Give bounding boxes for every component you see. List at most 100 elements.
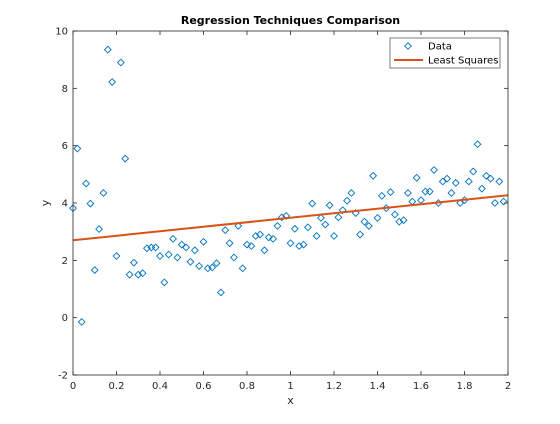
data-point	[486, 174, 495, 183]
data-point	[469, 167, 478, 176]
data-point	[373, 213, 382, 222]
data-point	[203, 264, 212, 273]
data-point	[73, 144, 82, 153]
data-point	[325, 201, 334, 210]
data-point	[125, 270, 134, 279]
axes-box	[72, 30, 509, 376]
data-point	[169, 234, 177, 243]
data-point	[377, 191, 386, 200]
data-point	[186, 257, 195, 266]
data-point	[295, 242, 304, 250]
data-point	[225, 239, 234, 248]
data-point	[243, 240, 251, 249]
data-point	[234, 221, 243, 230]
data-point	[395, 217, 404, 226]
data-series	[69, 45, 508, 326]
data-point	[451, 178, 460, 187]
data-point	[199, 237, 208, 246]
data-point	[151, 243, 160, 252]
least-squares-line	[72, 194, 509, 242]
data-point	[195, 262, 204, 271]
data-point	[230, 253, 238, 262]
data-point	[99, 189, 108, 197]
data-point	[247, 242, 256, 250]
y-tick-label: 6	[62, 141, 68, 152]
data-point	[177, 240, 186, 249]
legend-entry-data: Data	[428, 42, 452, 53]
data-point	[82, 179, 90, 188]
y-tick-label: 0	[62, 313, 68, 324]
data-point	[156, 252, 164, 260]
data-point	[303, 223, 312, 232]
data-point	[286, 239, 295, 248]
data-point	[312, 232, 321, 240]
data-point	[116, 58, 125, 67]
data-point	[138, 269, 147, 278]
least-squares-series	[72, 194, 509, 242]
data-point	[95, 225, 104, 234]
data-point	[208, 263, 217, 272]
data-point	[221, 226, 230, 235]
data-point	[160, 278, 169, 287]
data-point	[404, 189, 412, 197]
data-point	[321, 220, 330, 229]
x-axis-label: x	[287, 394, 294, 407]
data-point	[338, 206, 347, 215]
data-point	[299, 240, 308, 249]
y-ticks: -2 0 2 4 6 8 10	[55, 27, 508, 382]
data-point	[173, 253, 182, 262]
data-point	[290, 224, 299, 233]
data-point	[112, 252, 121, 260]
data-point	[264, 233, 273, 242]
data-point	[90, 266, 99, 275]
x-tick-label: 0.4	[152, 381, 168, 392]
data-point	[447, 189, 456, 197]
x-tick-label: 0	[70, 381, 76, 392]
x-tick-label: 1.2	[326, 381, 342, 392]
data-point	[473, 140, 482, 149]
data-point	[277, 213, 286, 222]
data-point	[182, 243, 191, 252]
data-point	[360, 217, 369, 226]
y-tick-label: 4	[62, 199, 68, 210]
data-point	[343, 196, 351, 205]
data-point	[495, 177, 504, 186]
y-tick-label: 8	[62, 84, 68, 95]
data-point	[464, 177, 473, 186]
x-tick-label: 1.6	[413, 381, 429, 392]
x-tick-label: 1.8	[457, 381, 473, 392]
data-point	[121, 154, 130, 163]
data-point	[443, 174, 452, 183]
data-point	[317, 213, 325, 222]
data-point	[103, 45, 112, 54]
data-point	[482, 171, 491, 180]
data-point	[364, 221, 373, 230]
y-tick-label: 2	[62, 256, 68, 267]
data-point	[164, 250, 173, 259]
data-point	[412, 173, 421, 182]
data-point	[334, 213, 343, 222]
data-point	[134, 270, 143, 279]
data-point	[86, 199, 95, 208]
data-point	[216, 288, 225, 297]
data-point	[251, 232, 260, 240]
legend-marker-data	[404, 42, 412, 50]
x-tick-label: 1	[287, 381, 293, 392]
legend: Data Least Squares	[389, 37, 501, 69]
data-point	[430, 166, 438, 174]
data-point	[356, 230, 365, 239]
data-point	[390, 210, 399, 219]
data-point	[256, 230, 264, 239]
data-point	[347, 189, 356, 197]
y-tick-label: 10	[55, 27, 68, 38]
data-point	[477, 184, 486, 193]
legend-entry-least-squares: Least Squares	[428, 56, 498, 67]
legend-diamond	[404, 42, 412, 50]
x-tick-label: 0.6	[196, 381, 212, 392]
data-point	[308, 199, 317, 208]
data-point	[260, 246, 269, 255]
data-point	[399, 216, 408, 225]
x-tick-label: 2	[505, 381, 511, 392]
x-tick-label: 0.2	[109, 381, 125, 392]
